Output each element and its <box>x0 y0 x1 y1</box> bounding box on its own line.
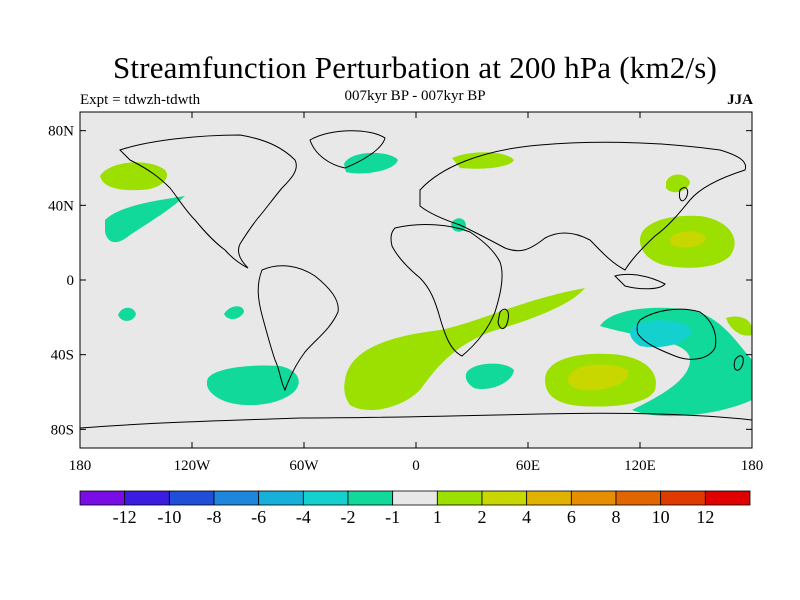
anomaly-region-arctic-siberia <box>452 152 514 169</box>
period-label: 007kyr BP - 007kyr BP <box>344 88 486 104</box>
colorbar-swatch <box>302 490 349 506</box>
colorbar-swatch <box>392 490 438 506</box>
lon-tick-label: 60W <box>289 458 319 474</box>
colorbar-swatch <box>570 490 617 506</box>
coastline-indonesia <box>614 273 666 290</box>
anomaly-region-greenland <box>344 152 398 174</box>
experiment-label: Expt = tdwzh-tdwth <box>80 92 201 108</box>
anomaly-region-east-pacific <box>105 196 185 243</box>
coastline-madagascar <box>497 308 509 329</box>
map-background <box>80 112 752 448</box>
anomaly-region-south-africa <box>465 363 514 390</box>
longitude-axis: 180 120W 60W 0 60E 120E 180 <box>69 112 764 474</box>
coastline-japan <box>679 187 689 202</box>
lon-tick-label: 180 <box>741 458 764 474</box>
lat-tick-label: 80N <box>48 124 74 140</box>
colorbar-swatch <box>168 490 215 506</box>
colorbar-label: 1 <box>433 507 442 527</box>
colorbar-swatch <box>124 490 170 506</box>
anomaly-region-south-pacific-tiny <box>224 306 244 320</box>
season-label: JJA <box>727 92 753 108</box>
chart-title: Streamfunction Perturbation at 200 hPa (… <box>112 50 718 85</box>
colorbar-label: 4 <box>522 507 531 527</box>
colorbar-label: -1 <box>385 507 400 527</box>
colorbar-swatch <box>79 490 126 506</box>
lon-tick-label: 120E <box>624 458 656 474</box>
colorbar: -12 -10 -8 -6 -4 -2 -1 1 2 4 6 8 10 12 <box>79 490 751 527</box>
colorbar-swatch <box>436 490 483 506</box>
colorbar-label: -4 <box>296 507 311 527</box>
contour-fills <box>80 130 752 429</box>
colorbar-label: -2 <box>341 507 356 527</box>
colorbar-label: -6 <box>251 507 266 527</box>
lon-tick-label: 60E <box>516 458 540 474</box>
colorbar-swatch <box>526 490 572 506</box>
colorbar-label: 8 <box>612 507 621 527</box>
anomaly-region-south-atlantic-indian <box>344 288 585 410</box>
coastline-eurasia <box>419 141 747 271</box>
coastline-north-america <box>119 134 297 269</box>
colorbar-label: -8 <box>207 507 222 527</box>
colorbar-swatch <box>704 490 751 506</box>
coastline-africa <box>390 224 503 357</box>
anomaly-region-south-america <box>206 365 299 406</box>
anomaly-region-tasman <box>726 316 752 336</box>
coastline-australia <box>636 308 717 360</box>
colorbar-swatch <box>481 490 528 506</box>
anomaly-core-west-pacific <box>670 231 706 248</box>
lon-tick-label: 180 <box>69 458 92 474</box>
anomaly-core-australia <box>629 320 692 348</box>
lon-tick-label: 120W <box>174 458 212 474</box>
lat-tick-label: 80S <box>51 422 74 438</box>
lat-tick-label: 40N <box>48 198 74 214</box>
lat-tick-label: 40S <box>51 348 74 364</box>
colorbar-swatch <box>258 490 304 506</box>
colorbar-label: 12 <box>696 507 714 527</box>
colorbar-label: -10 <box>157 507 181 527</box>
colorbar-label: 10 <box>652 507 670 527</box>
coastlines <box>80 130 752 429</box>
colorbar-label: 2 <box>478 507 487 527</box>
colorbar-swatch <box>615 490 662 506</box>
colorbar-label: -12 <box>113 507 137 527</box>
anomaly-region-northeast-pacific <box>100 162 168 191</box>
colorbar-label: 6 <box>567 507 576 527</box>
lat-tick-label: 0 <box>67 273 75 289</box>
lon-tick-label: 0 <box>412 458 420 474</box>
coastline-antarctica <box>80 412 752 429</box>
colorbar-swatch <box>213 490 260 506</box>
colorbar-swatch <box>347 490 394 506</box>
coastline-south-america <box>257 265 339 392</box>
coastline-greenland <box>309 130 386 169</box>
latitude-axis: 80N 40N 0 40S 80S <box>48 124 752 438</box>
coastline-new-zealand <box>733 355 744 371</box>
colorbar-swatch <box>660 490 706 506</box>
anomaly-region-south-pacific-small <box>118 307 136 321</box>
anomaly-core-south-indian <box>567 364 629 391</box>
